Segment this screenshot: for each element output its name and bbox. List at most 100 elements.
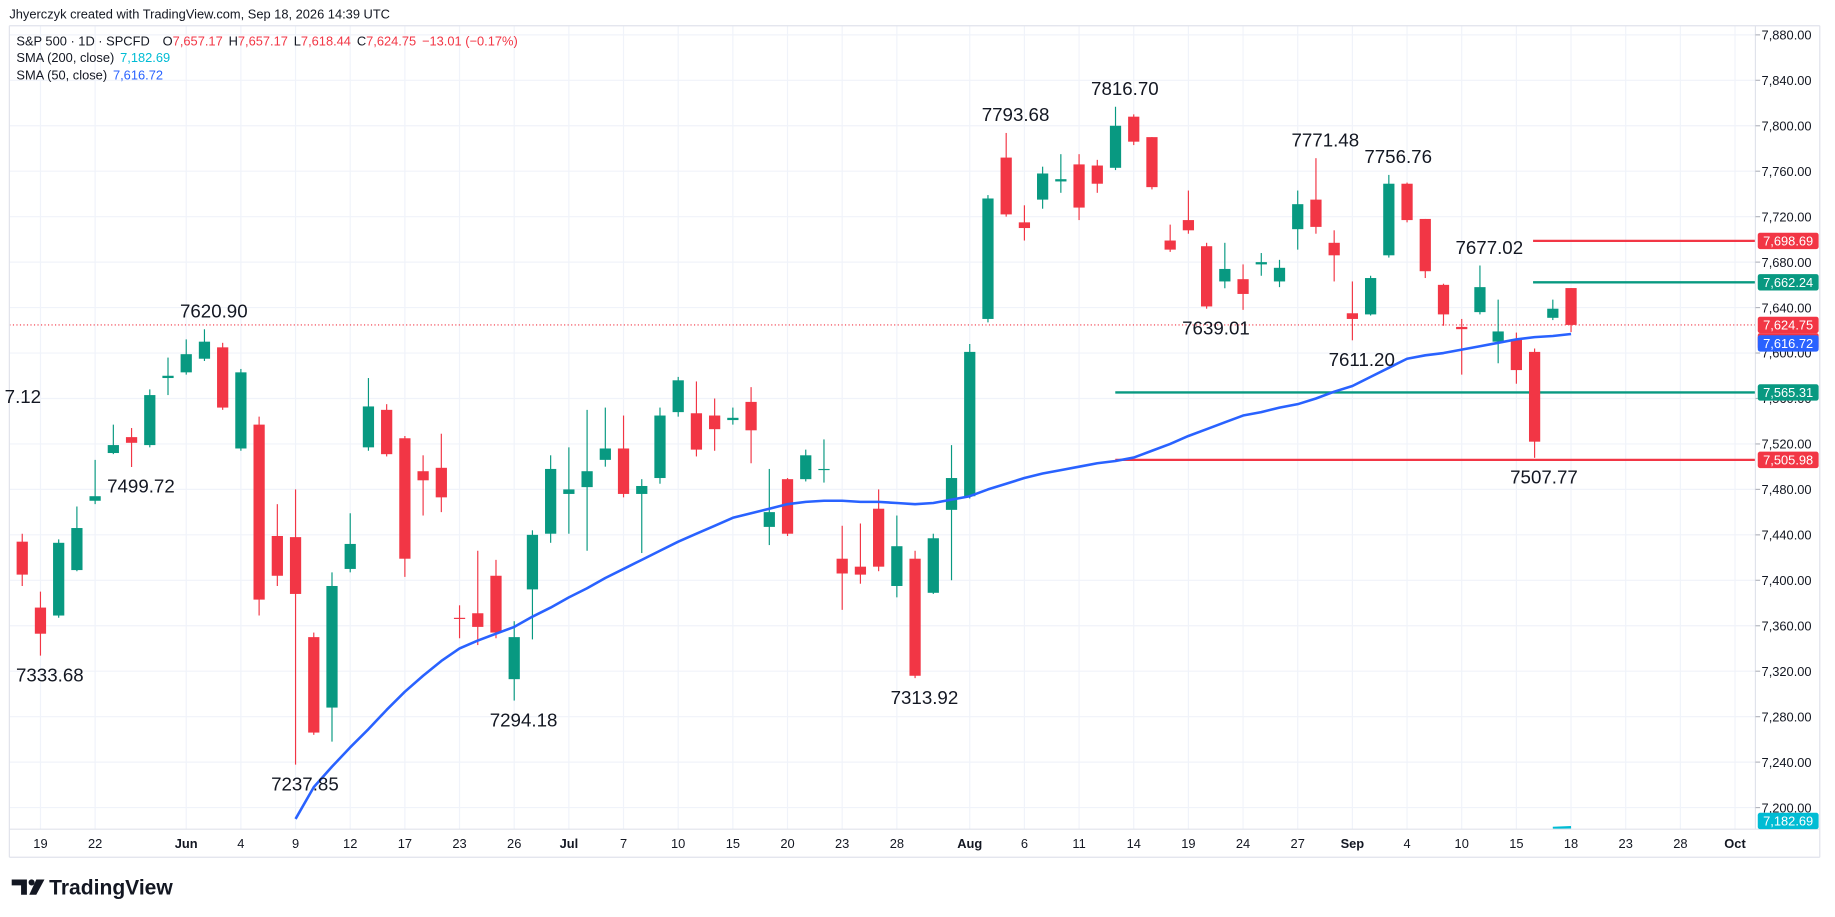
candle-body xyxy=(344,543,356,569)
credit: Jhyerczyk created with TradingView.com, … xyxy=(9,7,390,22)
x-tick-label: 20 xyxy=(780,836,794,851)
candle-body xyxy=(381,409,393,455)
candle-body xyxy=(417,471,429,481)
candle-body xyxy=(1292,204,1304,230)
candle-body xyxy=(1255,262,1267,265)
candle-body xyxy=(526,534,539,590)
candle-body xyxy=(1419,218,1431,272)
candle-body xyxy=(1364,278,1377,315)
candle-body xyxy=(1073,164,1085,208)
price-badge xyxy=(1757,384,1819,401)
price-annotation: 7793.68 xyxy=(982,104,1050,125)
x-tick-label: 28 xyxy=(1673,836,1687,851)
x-tick-label: 6 xyxy=(1021,836,1028,851)
candle-body xyxy=(235,372,247,449)
candle-body xyxy=(1164,240,1176,250)
candle-body xyxy=(800,455,812,480)
x-tick-label: 28 xyxy=(890,836,904,851)
candle-body xyxy=(198,341,211,359)
y-tick-label: 7,360.00 xyxy=(1762,618,1812,633)
logo-icon xyxy=(11,879,27,895)
candle-body xyxy=(1055,179,1067,182)
x-tick-label: 7 xyxy=(620,836,627,851)
x-tick-label: Sep xyxy=(1341,836,1365,851)
candle-body xyxy=(144,395,156,446)
plot-area xyxy=(9,106,1756,830)
legend-symbol: S&P 500 · 1D · SPCFD O7,657.17 H7,657.17 L… xyxy=(16,34,517,49)
x-tick-label: 12 xyxy=(343,836,357,851)
x-tick-label: 23 xyxy=(835,836,849,851)
price-badge-label: 7,624.75 xyxy=(1763,318,1813,333)
candle-body xyxy=(763,512,775,527)
partial-label: 7.12 xyxy=(5,386,41,407)
sma-badge xyxy=(1757,812,1819,830)
price-badge xyxy=(1757,316,1819,334)
ohlc-key: L xyxy=(294,34,301,49)
legend-sma50: SMA (50, close) 7,616.72 xyxy=(16,68,163,83)
x-tick-label: 11 xyxy=(1072,836,1085,851)
x-tick-label: 27 xyxy=(1291,836,1305,851)
candle-body xyxy=(1000,157,1012,215)
sma-line xyxy=(294,332,1572,820)
symbol: S&P 500 · 1D · SPCFD xyxy=(16,34,149,49)
y-tick-label: 7,880.00 xyxy=(1762,28,1812,43)
candle-body xyxy=(1109,125,1122,168)
candle-body xyxy=(180,354,192,373)
y-tick-label: 7,720.00 xyxy=(1762,209,1812,224)
candle-body xyxy=(490,575,502,633)
candle-body xyxy=(727,417,739,421)
sma-badge-label: 7,182.69 xyxy=(1763,814,1813,829)
candle-body xyxy=(1018,222,1031,229)
x-tick-label: 15 xyxy=(726,836,740,851)
price-badge-label: 7,565.31 xyxy=(1763,385,1813,400)
x-tick-label: Oct xyxy=(1724,836,1746,851)
y-tick-label: 7,680.00 xyxy=(1762,255,1812,270)
candle-body xyxy=(1273,267,1286,282)
candle-body xyxy=(253,424,265,600)
ohlc-value: 7,657.17 xyxy=(238,34,288,49)
candle-body xyxy=(1237,279,1249,294)
x-tick-label: 14 xyxy=(1127,836,1141,851)
candle-body xyxy=(107,445,119,454)
price-annotation: 7677.02 xyxy=(1455,237,1523,258)
x-tick-label: 24 xyxy=(1236,836,1250,851)
x-tick-label: 15 xyxy=(1509,836,1523,851)
y-tick-label: 7,520.00 xyxy=(1762,437,1812,452)
price-annotation: 7639.01 xyxy=(1182,317,1250,338)
candle-body xyxy=(1510,339,1522,371)
y-tick-label: 7,400.00 xyxy=(1762,573,1812,588)
ohlc-key: O xyxy=(163,34,173,49)
price-annotation: 7611.20 xyxy=(1329,349,1395,370)
candle-body xyxy=(1401,183,1413,221)
candle-body xyxy=(909,558,921,676)
logo-icon xyxy=(29,879,45,895)
candle-body xyxy=(1091,165,1103,184)
price-annotation: 7771.48 xyxy=(1291,129,1359,150)
candle-body xyxy=(836,558,848,574)
x-tick-label: 9 xyxy=(292,836,299,851)
y-tick-label: 7,240.00 xyxy=(1762,755,1812,770)
candle-body xyxy=(781,479,794,534)
price-annotation: 7507.77 xyxy=(1510,467,1578,488)
legend-value: 7,616.72 xyxy=(113,68,163,83)
x-tick-label: 10 xyxy=(671,836,685,851)
candle-body xyxy=(563,489,575,494)
price-annotation: 7313.92 xyxy=(891,687,959,708)
sma-badge-label: 7,616.72 xyxy=(1763,336,1813,351)
candle-body xyxy=(453,617,466,619)
candle-body xyxy=(690,413,703,450)
brand-name: TradingView xyxy=(49,877,173,900)
candle-body xyxy=(1037,173,1049,200)
price-annotation: 7816.70 xyxy=(1091,78,1159,99)
candle-body xyxy=(34,607,47,634)
x-tick-label: 10 xyxy=(1455,836,1469,851)
candle-body xyxy=(326,585,338,708)
price-badge-label: 7,505.98 xyxy=(1763,453,1813,468)
candle-body xyxy=(217,347,229,408)
candle-body xyxy=(927,538,939,593)
candle-body xyxy=(1310,199,1322,227)
candle-body xyxy=(1201,246,1213,307)
ohlc-value: 7,618.44 xyxy=(301,34,351,49)
